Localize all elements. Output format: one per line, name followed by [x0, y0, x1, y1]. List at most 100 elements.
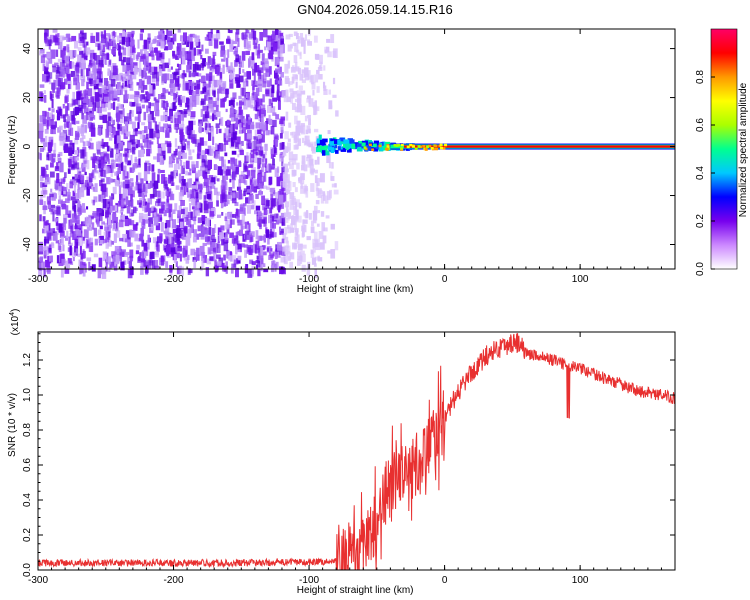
noise-cell [269, 38, 275, 45]
noise-cell [156, 244, 159, 251]
noise-cell [115, 74, 119, 81]
noise-cell [170, 74, 175, 79]
noise-cell [280, 126, 284, 133]
noise-cell [72, 142, 75, 153]
noise-cell [260, 212, 264, 223]
noise-cell [122, 153, 128, 157]
noise-cell [67, 258, 72, 264]
noise-cell [281, 166, 285, 174]
noise-cell [225, 57, 229, 68]
noise-cell [226, 135, 230, 142]
noise-cell [135, 175, 139, 186]
noise-cell [141, 145, 144, 150]
noise-cell [43, 94, 47, 103]
noise-cell [293, 205, 296, 216]
noise-cell [69, 233, 75, 238]
noise-cell [202, 105, 208, 112]
noise-cell [294, 133, 300, 143]
noise-cell [177, 51, 183, 59]
noise-cell [49, 193, 54, 198]
signal-cell [353, 142, 359, 147]
noise-cell [138, 216, 144, 223]
noise-cell [258, 67, 264, 74]
noise-cell [76, 229, 82, 236]
noise-cell [147, 234, 150, 243]
noise-cell [165, 261, 169, 268]
noise-cell [235, 166, 239, 175]
noise-cell [290, 43, 293, 49]
noise-cell [102, 92, 108, 101]
noise-cell [197, 73, 202, 77]
noise-cell [107, 215, 112, 225]
noise-cell [324, 46, 328, 52]
noise-cell [211, 80, 216, 88]
noise-cell [255, 193, 259, 199]
noise-cell [94, 165, 98, 170]
noise-cell [292, 65, 295, 71]
noise-cell [151, 172, 156, 183]
noise-cell [150, 83, 156, 90]
noise-cell [135, 144, 139, 149]
noise-cell [306, 125, 311, 132]
noise-cell [103, 96, 109, 102]
noise-cell [118, 185, 122, 194]
noise-cell [90, 127, 96, 137]
noise-cell [213, 175, 218, 181]
noise-cell [248, 56, 253, 60]
noise-cell [77, 47, 82, 52]
noise-cell [87, 237, 91, 244]
noise-cell [205, 105, 209, 112]
noise-cell [257, 268, 261, 277]
x-tick-label: -200 [164, 575, 184, 586]
noise-cell [246, 138, 252, 142]
noise-cell [100, 88, 105, 99]
noise-cell [140, 221, 144, 227]
noise-cell [268, 130, 272, 135]
noise-cell [262, 94, 265, 103]
noise-cell [244, 266, 248, 274]
noise-cell [228, 187, 233, 192]
noise-cell [258, 252, 264, 261]
noise-cell [90, 73, 94, 79]
noise-cell [60, 236, 64, 246]
noise-cell [173, 71, 179, 76]
noise-cell [294, 228, 299, 233]
noise-cell [289, 227, 295, 233]
signal-cell [319, 146, 325, 153]
noise-cell [134, 90, 139, 97]
noise-cell [105, 207, 110, 218]
noise-cell [100, 235, 105, 240]
noise-cell [159, 52, 163, 58]
y-tick-label: 0.8 [22, 423, 33, 437]
noise-cell [40, 181, 43, 188]
noise-cell [68, 147, 73, 156]
noise-cell [55, 74, 60, 80]
noise-cell [242, 233, 246, 242]
noise-cell [167, 116, 171, 122]
signal-hot-cell [414, 147, 418, 150]
noise-cell [268, 234, 272, 240]
noise-cell [219, 41, 224, 45]
noise-cell [58, 151, 63, 157]
noise-cell [215, 123, 220, 129]
noise-cell [244, 221, 250, 229]
noise-cell [142, 53, 146, 59]
noise-cell [284, 63, 289, 74]
noise-cell [247, 91, 250, 101]
noise-cell [201, 160, 207, 168]
noise-cell [133, 163, 138, 169]
noise-cell [112, 119, 116, 126]
noise-cell [238, 179, 242, 188]
noise-cell [166, 188, 172, 197]
noise-cell [200, 165, 205, 171]
noise-cell [43, 238, 47, 246]
noise-cell [122, 56, 126, 63]
noise-cell [144, 56, 149, 66]
noise-cell [311, 168, 316, 173]
noise-cell [220, 225, 225, 231]
signal-hot-cell [385, 148, 389, 151]
noise-cell [265, 209, 269, 215]
noise-cell [63, 190, 66, 195]
noise-cell [176, 63, 180, 68]
noise-cell [263, 29, 268, 38]
